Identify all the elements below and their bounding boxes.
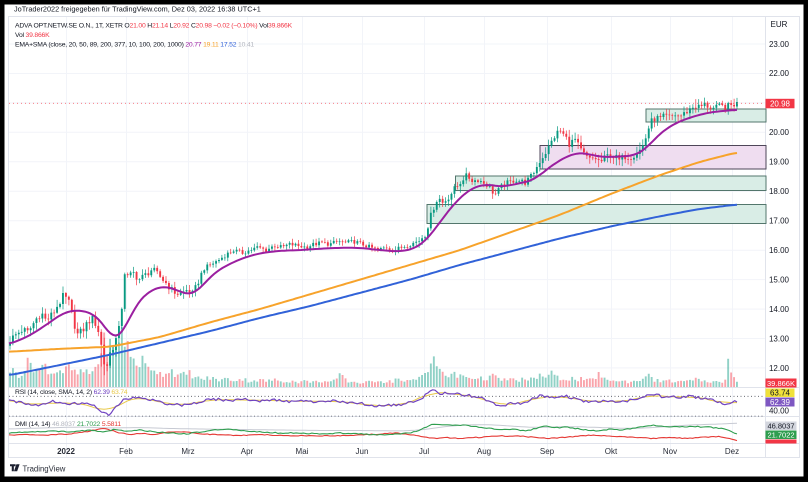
svg-text:13.00: 13.00 xyxy=(769,334,790,343)
svg-text:Jun: Jun xyxy=(356,447,369,456)
svg-text:Dez: Dez xyxy=(725,447,739,456)
svg-text:Vol 39.866K: Vol 39.866K xyxy=(15,32,50,39)
svg-text:40.00: 40.00 xyxy=(769,407,790,416)
svg-text:Apr: Apr xyxy=(241,447,254,456)
svg-text:39.866K: 39.866K xyxy=(767,379,795,388)
svg-text:Feb: Feb xyxy=(119,447,133,456)
svg-text:15.00: 15.00 xyxy=(769,275,790,284)
svg-text:19.00: 19.00 xyxy=(769,158,790,167)
svg-text:20.00: 20.00 xyxy=(769,128,790,137)
svg-text:23.00: 23.00 xyxy=(769,40,790,49)
svg-text:17.00: 17.00 xyxy=(769,217,790,226)
svg-text:14.00: 14.00 xyxy=(769,305,790,314)
svg-text:EMA+SMA (close, 20, 50, 89, 20: EMA+SMA (close, 20, 50, 89, 200, 377, 10… xyxy=(15,42,254,49)
svg-text:16.00: 16.00 xyxy=(769,246,790,255)
svg-text:22.00: 22.00 xyxy=(769,69,790,78)
svg-text:DMI (14, 14) 46.8037 21.7022 5: DMI (14, 14) 46.8037 21.7022 5.5811 xyxy=(15,421,121,428)
svg-text:Mrz: Mrz xyxy=(181,447,194,456)
svg-text:Okt: Okt xyxy=(605,447,618,456)
svg-text:2022: 2022 xyxy=(57,447,75,456)
svg-text:Mai: Mai xyxy=(296,447,309,456)
svg-text:Sep: Sep xyxy=(540,447,555,456)
svg-text:Nov: Nov xyxy=(663,447,677,456)
svg-text:ADVA OPT.NETW.SE O.N., 1T, XET: ADVA OPT.NETW.SE O.N., 1T, XETR O21.00 H… xyxy=(15,23,293,30)
svg-text:Jul: Jul xyxy=(419,447,429,456)
svg-text:20.98: 20.98 xyxy=(770,99,791,108)
svg-text:TradingView: TradingView xyxy=(23,465,66,474)
svg-text:EUR: EUR xyxy=(771,20,788,29)
svg-text:46.8037: 46.8037 xyxy=(767,422,794,431)
svg-text:12.00: 12.00 xyxy=(769,364,790,373)
svg-text:JoTrader2022 freigegeben für T: JoTrader2022 freigegeben für TradingView… xyxy=(14,5,261,14)
svg-text:Aug: Aug xyxy=(477,447,491,456)
svg-text:21.7022: 21.7022 xyxy=(767,431,794,440)
svg-text:63.74: 63.74 xyxy=(770,389,791,398)
svg-text:18.00: 18.00 xyxy=(769,187,790,196)
svg-text:RSI (14, close, SMA, 14, 2) 62: RSI (14, close, SMA, 14, 2) 62.39 63.74 xyxy=(15,389,128,396)
svg-text:62.39: 62.39 xyxy=(770,398,791,407)
